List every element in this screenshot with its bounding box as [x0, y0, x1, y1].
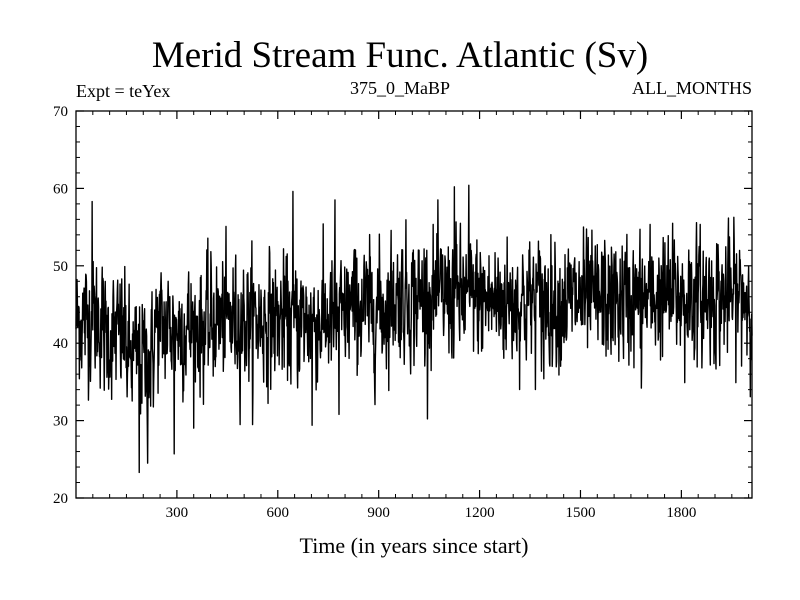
- y-tick-label: 30: [53, 414, 68, 430]
- plot-frame: [75, 110, 753, 499]
- x-tick-label: 900: [367, 505, 390, 521]
- y-tick-label: 50: [53, 259, 68, 275]
- y-tick-label: 40: [53, 336, 68, 352]
- axes-layer: 300 600 900 1200 1500 1800 20 30 40 50 60 70: [53, 104, 753, 521]
- x-tick-label: 1500: [565, 505, 595, 521]
- months-label: ALL_MONTHS: [632, 78, 752, 98]
- chart-title: Merid Stream Func. Atlantic (Sv): [151, 35, 649, 76]
- x-tick-label: 1200: [465, 505, 495, 521]
- x-tick-label: 600: [267, 505, 290, 521]
- series-layer: [75, 184, 753, 474]
- x-tick-label: 300: [166, 505, 189, 521]
- period-label: 375_0_MaBP: [349, 78, 450, 98]
- y-tick-label: 20: [53, 491, 68, 507]
- series-line-0: [75, 184, 753, 474]
- x-tick-label: 1800: [666, 505, 696, 521]
- experiment-label: Expt = teYex: [76, 81, 171, 101]
- y-tick-label: 60: [53, 181, 68, 197]
- x-axis-label: Time (in years since start): [299, 533, 529, 558]
- y-tick-label: 70: [53, 104, 68, 120]
